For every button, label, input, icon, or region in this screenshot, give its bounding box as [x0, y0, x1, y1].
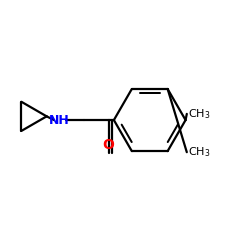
- Text: NH: NH: [49, 114, 70, 126]
- Text: CH$_3$: CH$_3$: [188, 145, 210, 159]
- Text: CH$_3$: CH$_3$: [188, 107, 210, 121]
- Text: O: O: [102, 138, 114, 152]
